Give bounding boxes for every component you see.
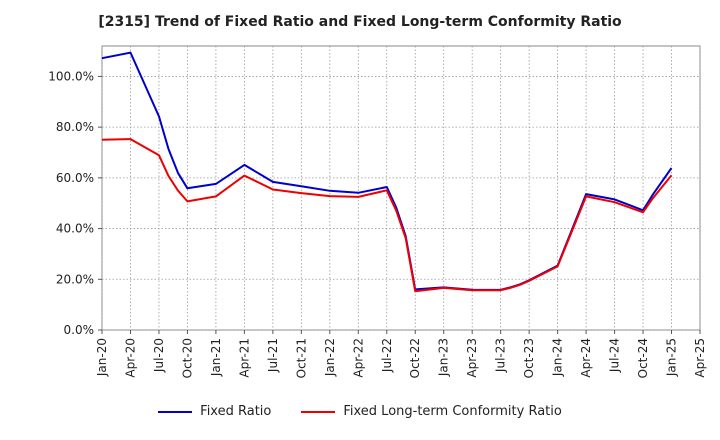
x-axis: Jan-20 Apr-20 Jul-20 Oct-20 Jan-21 Apr-21 Jul-… (95, 330, 707, 378)
x-tick-label: Oct-20 (180, 338, 194, 378)
y-tick-label: 100.0% (48, 69, 94, 83)
plot-area (101, 45, 701, 331)
x-tick-label: Oct-21 (294, 338, 308, 378)
x-tick-label: Jan-23 (437, 338, 451, 377)
x-tick-label: Apr-21 (237, 338, 251, 378)
x-tick-label: Apr-22 (351, 338, 365, 378)
x-tick-label: Oct-22 (408, 338, 422, 378)
x-tick-label: Jul-24 (608, 338, 622, 373)
x-tick-label: Oct-24 (636, 338, 650, 378)
y-axis: 0.0% 20.0% 40.0% 60.0% 80.0% 100.0% (48, 69, 102, 337)
x-tick-label: Apr-20 (123, 338, 137, 378)
x-tick-label: Jan-21 (209, 338, 223, 377)
legend-item-fixed-long-term-conformity-ratio: Fixed Long-term Conformity Ratio (301, 404, 562, 419)
legend: Fixed Ratio Fixed Long-term Conformity R… (0, 404, 720, 419)
legend-label-fixed-long-term-conformity-ratio: Fixed Long-term Conformity Ratio (343, 404, 562, 419)
x-tick-label: Jan-24 (551, 338, 565, 377)
y-tick-label: 60.0% (56, 171, 94, 185)
x-tick-label: Jan-22 (323, 338, 337, 377)
y-tick-label: 0.0% (64, 323, 95, 337)
x-tick-label: Jul-23 (494, 338, 508, 373)
grid (101, 46, 701, 331)
series-line-fixed-long-term-conformity-ratio (101, 138, 673, 293)
x-tick-label: Jan-25 (665, 338, 679, 377)
x-tick-label: Jul-22 (380, 338, 394, 373)
x-tick-label: Jul-21 (266, 338, 280, 373)
y-tick-label: 40.0% (56, 222, 94, 236)
x-tick-label: Jul-20 (152, 338, 166, 373)
chart-title: [2315] Trend of Fixed Ratio and Fixed Lo… (98, 14, 622, 30)
legend-swatch-fixed-long-term-conformity-ratio (301, 410, 336, 413)
x-tick-label: Apr-23 (465, 338, 479, 378)
x-tick-label: Apr-24 (579, 338, 593, 378)
legend-swatch-fixed-ratio (158, 410, 193, 413)
x-tick-label: Jan-20 (95, 338, 109, 377)
legend-label-fixed-ratio: Fixed Ratio (200, 404, 272, 419)
x-tick-label: Apr-25 (693, 338, 707, 378)
y-tick-label: 80.0% (56, 120, 94, 134)
x-tick-label: Oct-23 (522, 338, 536, 378)
series-lines (101, 51, 673, 293)
y-tick-label: 20.0% (56, 272, 94, 286)
legend-item-fixed-ratio: Fixed Ratio (158, 404, 271, 419)
